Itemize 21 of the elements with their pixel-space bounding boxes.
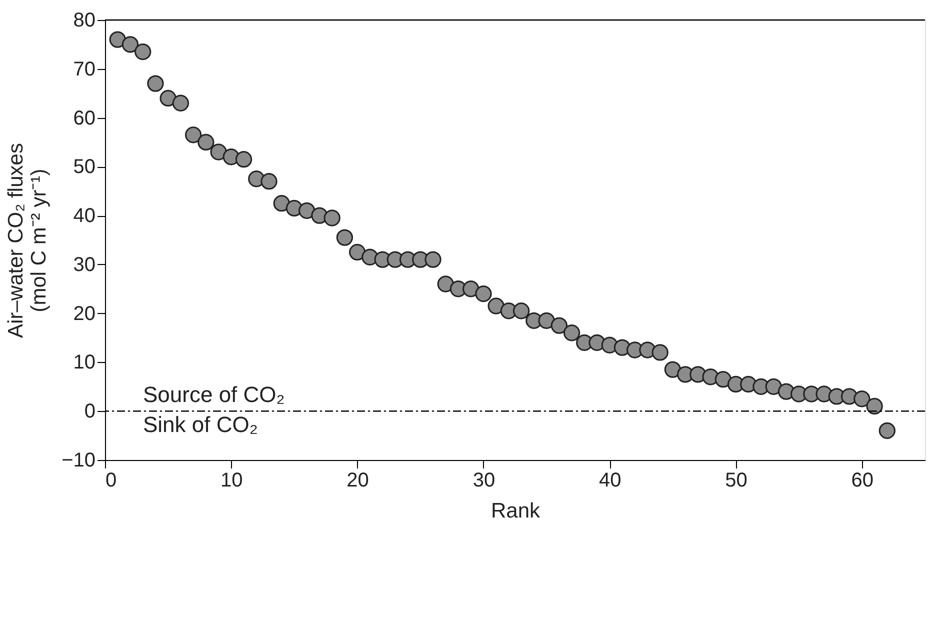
y-tick-label: 30 (73, 254, 96, 276)
y-tick-label: 0 (84, 400, 96, 423)
x-tick-label: 0 (106, 470, 117, 492)
x-tick-label: 20 (346, 470, 369, 492)
y-tick-label: 80 (73, 10, 96, 32)
y-axis-title: Air–water CO₂ fluxes (mol C m⁻² yr⁻¹) (4, 143, 51, 338)
x-tick-label: 30 (472, 470, 496, 492)
y-tick-label: 60 (73, 107, 96, 130)
annotation: Sink of CO₂ (143, 412, 258, 438)
y-tick-label: 40 (73, 205, 96, 228)
x-axis-title: Rank (490, 500, 541, 522)
x-tick-label: 10 (220, 470, 243, 492)
x-tick-label: 50 (725, 470, 748, 492)
x-tick-label: 40 (598, 470, 622, 492)
y-tick-label: 10 (73, 352, 96, 374)
annotation: Source of CO₂ (143, 382, 285, 408)
y-tick-label: 50 (73, 156, 96, 178)
y-tick-label: 70 (73, 58, 96, 80)
y-tick-label: −10 (62, 450, 96, 472)
y-tick-label: 20 (73, 302, 96, 325)
x-tick-label: 60 (851, 470, 874, 492)
